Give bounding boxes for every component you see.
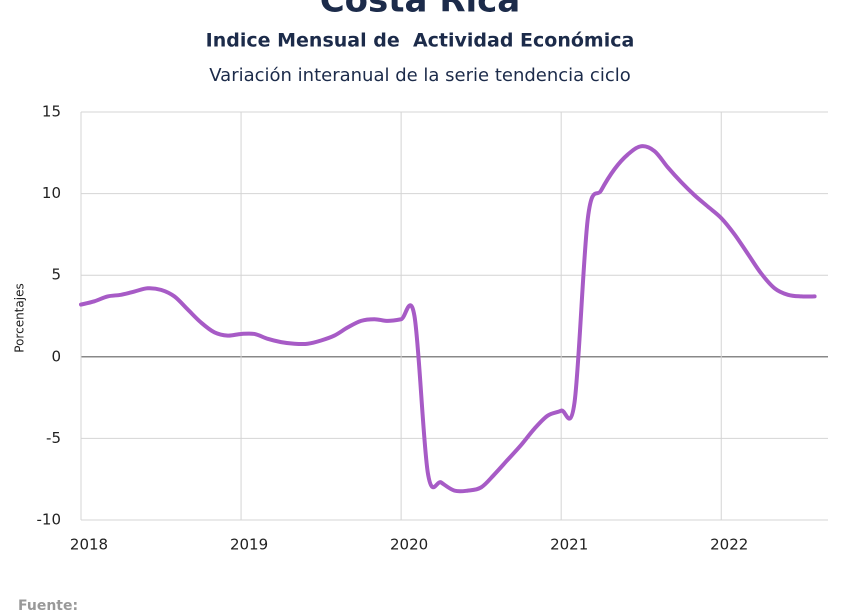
- x-tick-label: 2022: [710, 536, 748, 554]
- x-tick-label: 2019: [230, 536, 268, 554]
- chart-subtitle: Indice Mensual de Actividad Económica: [206, 30, 635, 52]
- y-tick-label: 0: [51, 347, 61, 365]
- y-tick-label: -5: [46, 429, 61, 447]
- y-tick-label: 5: [51, 266, 61, 284]
- source: Fuente:: [18, 598, 78, 613]
- y-tick-label: 10: [42, 184, 61, 202]
- chart-title: Costa Rica: [320, 0, 521, 21]
- chart-subtitle-2: Variación interanual de la serie tendenc…: [209, 65, 631, 86]
- x-tick-label: 2020: [390, 536, 428, 554]
- y-axis-label: Porcentajes: [13, 283, 27, 352]
- x-tick-label: 2018: [70, 536, 108, 554]
- line-series: [79, 144, 817, 494]
- y-tick-label: 15: [42, 103, 61, 121]
- y-tick-label: -10: [37, 511, 62, 529]
- x-tick-label: 2021: [550, 536, 588, 554]
